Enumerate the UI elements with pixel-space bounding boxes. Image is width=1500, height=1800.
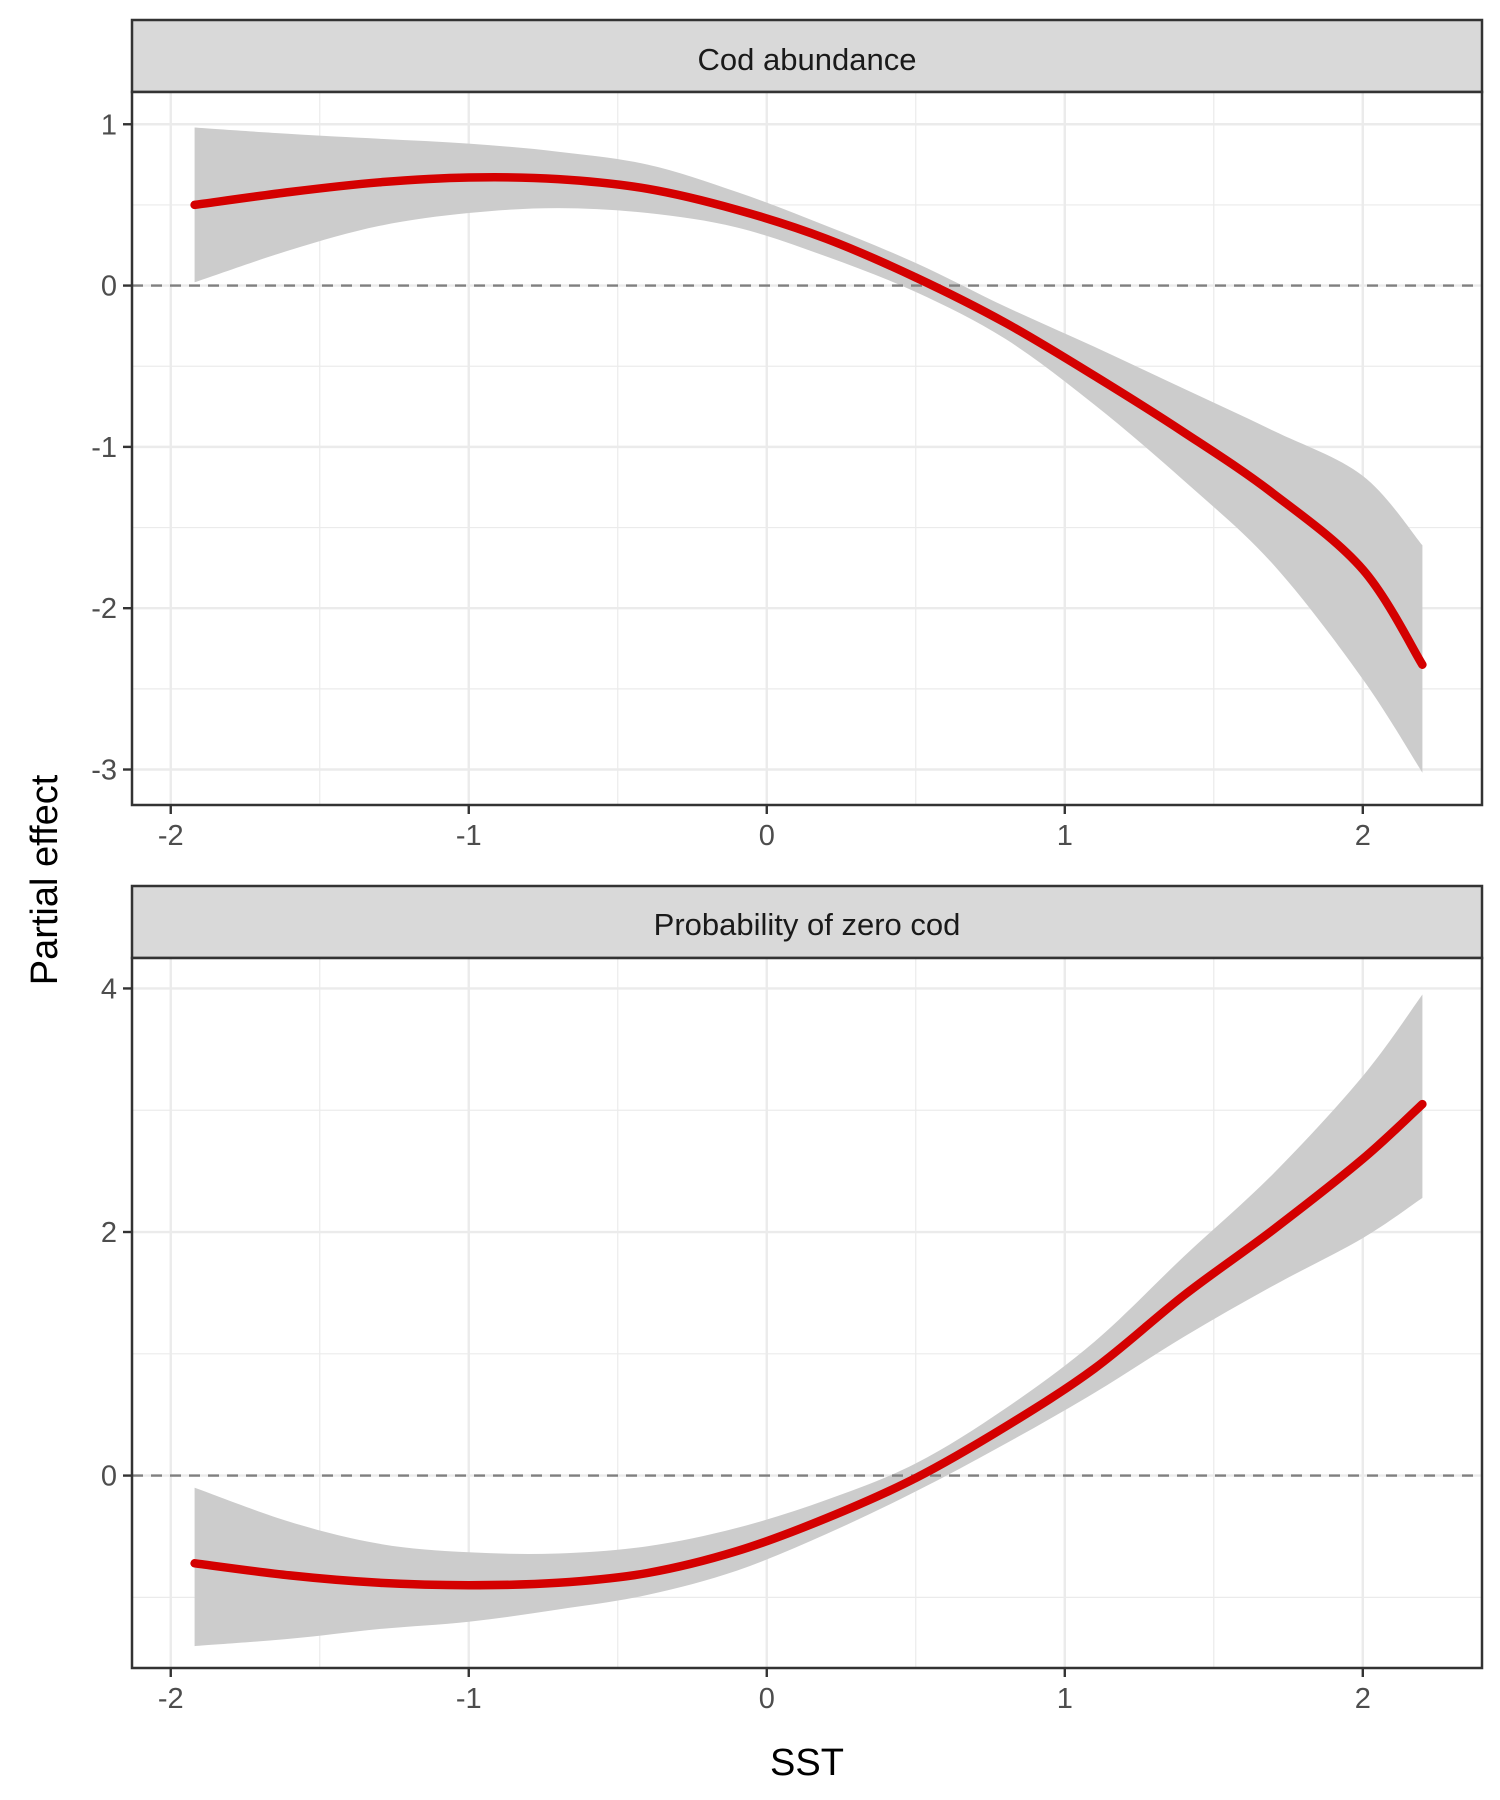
y-tick-label: 0 <box>101 1461 117 1493</box>
x-tick-label: 0 <box>759 1683 775 1715</box>
x-tick-label: 1 <box>1057 820 1073 852</box>
x-axis-probability-zero-cod: -2 -1 0 1 2 <box>158 1668 1371 1715</box>
panel-border-cod-abundance <box>130 90 1484 807</box>
y-axis-cod-abundance: 1 0 -1 -2 -3 <box>91 109 132 787</box>
strip-cod-abundance <box>130 18 1484 94</box>
y-tick-label: 4 <box>101 973 117 1005</box>
x-tick-label: 2 <box>1355 820 1371 852</box>
y-tick-label: -3 <box>91 755 117 787</box>
strip-label-cod-abundance: Cod abundance <box>698 42 917 77</box>
strip-probability-zero-cod <box>130 884 1484 960</box>
y-axis-probability-zero-cod: 4 2 0 <box>101 973 132 1493</box>
fitted-line <box>190 173 1427 669</box>
strip-label-probability-zero-cod: Probability of zero cod <box>654 907 961 942</box>
x-tick-label: -1 <box>456 1683 482 1715</box>
fitted-line-probability-zero-cod <box>190 1099 1427 1590</box>
x-tick-label: 2 <box>1355 1683 1371 1715</box>
y-tick-label: 1 <box>101 109 117 141</box>
x-axis-title: SST <box>770 1742 844 1784</box>
x-tick-label: -2 <box>158 820 184 852</box>
panel-border-probability-zero-cod <box>130 956 1484 1670</box>
panel-cod-abundance: Cod abundance 1 0 -1 -2 -3 -2 -1 0 1 2 <box>91 18 1484 852</box>
x-tick-label: 0 <box>759 820 775 852</box>
x-tick-label: 1 <box>1057 1683 1073 1715</box>
fitted-line <box>190 1099 1427 1590</box>
y-tick-label: -2 <box>91 593 117 625</box>
x-axis-cod-abundance: -2 -1 0 1 2 <box>158 805 1371 852</box>
y-tick-label: 2 <box>101 1217 117 1249</box>
y-axis-title: Partial effect <box>24 774 66 985</box>
fitted-line-cod-abundance <box>190 173 1427 669</box>
x-tick-label: -1 <box>456 820 482 852</box>
y-tick-label: -1 <box>91 432 117 464</box>
y-tick-label: 0 <box>101 271 117 303</box>
x-tick-label: -2 <box>158 1683 184 1715</box>
panel-probability-zero-cod: Probability of zero cod 4 2 0 -2 -1 0 1 2 <box>101 884 1484 1715</box>
